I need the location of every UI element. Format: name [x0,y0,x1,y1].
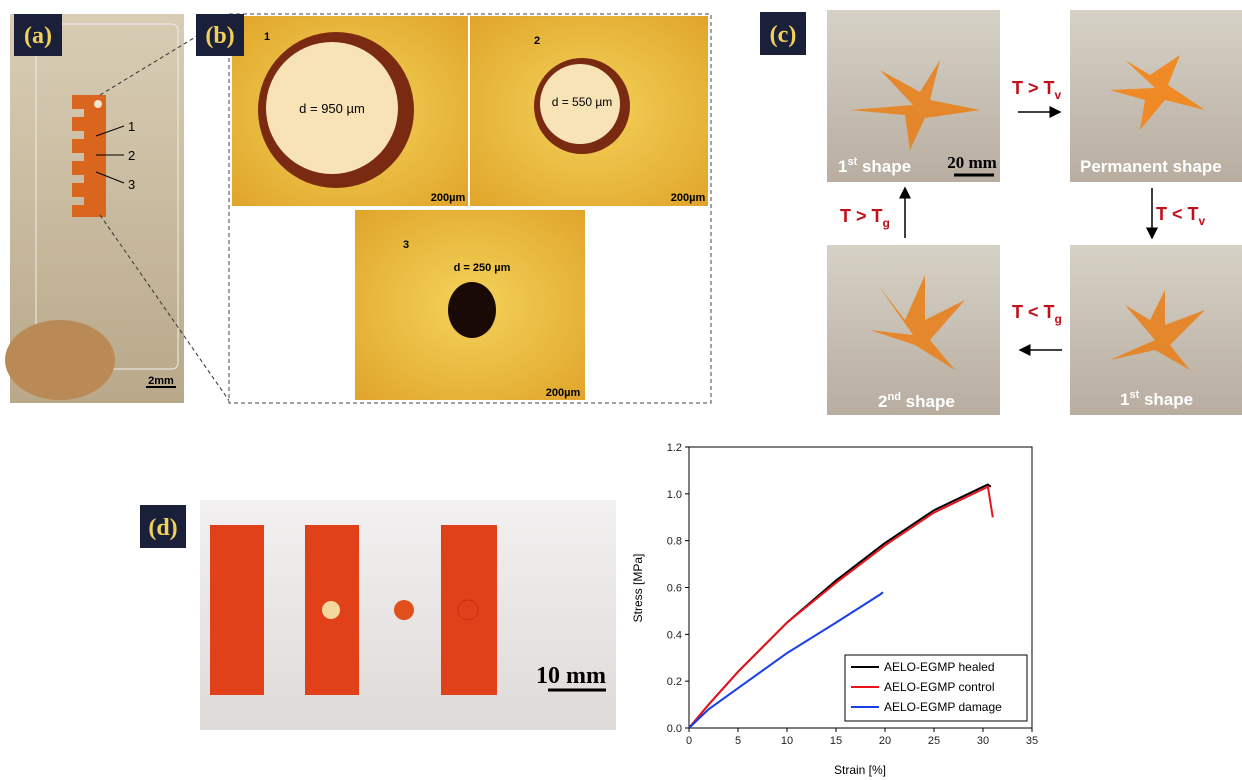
x-tick-label: 25 [928,735,940,747]
shape-label: Permanent shape [1080,157,1222,176]
y-tick-label: 0.8 [667,536,682,548]
y-tick-label: 0.0 [667,723,682,735]
scale-bar-label: 10 mm [536,663,606,689]
y-axis-label: Stress [MPa] [631,554,645,623]
transition: T < Tv [1156,204,1206,228]
annotation: 1 [128,119,135,134]
x-tick-label: 15 [830,735,842,747]
scale-bar-label: 200µm [431,192,466,204]
sample [441,525,497,695]
sample [210,525,264,695]
transition: T < Tg [1012,302,1062,326]
scale-bar-label: 2mm [148,375,174,387]
x-tick-label: 20 [879,735,891,747]
stress-strain-chart: Strain [%] Stress [MPa] 0 5 10 15 20 25 30 35 0.… [631,442,1038,777]
x-tick-label: 5 [735,735,741,747]
image-number: 2 [534,35,540,47]
y-tick-label: 1.2 [667,442,682,454]
finger [5,320,115,400]
x-tick-label: 10 [781,735,793,747]
panel-d: 10 mm (d) [140,500,616,730]
hole [94,100,102,108]
panel-label: (c) [770,22,797,48]
legend-label: AELO-EGMP control [884,680,994,694]
transition: T > Tv [1012,78,1062,102]
scale-bar-label: 20 mm [947,153,997,172]
hole [448,282,496,338]
panel-b: 1 d = 950 µm 200µm 2 d = 550 µm 200µm 3 … [196,14,711,403]
panel-c: 1st shape 20 mm Permanent shape 2nd shap… [760,10,1242,415]
y-tick-label: 0.6 [667,583,682,595]
x-tick-label: 35 [1026,735,1038,747]
panel-a: 1 2 3 2mm (a) [5,14,230,403]
y-tick-label: 0.4 [667,629,682,641]
annotation: 2 [128,148,135,163]
transition: T > Tg [840,206,890,230]
annotation: 3 [128,177,135,192]
x-tick-label: 30 [977,735,989,747]
diameter: d = 250 µm [454,262,511,274]
legend-label: AELO-EGMP healed [884,660,995,674]
legend-label: AELO-EGMP damage [884,700,1002,714]
panel-label: (d) [148,515,177,541]
hole [322,601,340,619]
x-tick-label: 0 [686,735,692,747]
panel-label: (b) [205,23,234,49]
figure: 1 2 3 2mm (a) 1 d = 950 µm 200µm 2 d = 5… [0,0,1242,780]
x-axis-label: Strain [%] [834,763,886,777]
y-tick-label: 1.0 [667,489,682,501]
plug [394,600,414,620]
diameter: d = 550 µm [552,95,613,109]
panel-label: (a) [24,23,52,49]
scale-bar-label: 200µm [671,192,706,204]
diameter: d = 950 µm [299,101,365,116]
y-tick-label: 0.2 [667,676,682,688]
image-number: 1 [264,31,270,43]
scale-bar-label: 200µm [546,387,581,399]
image-number: 3 [403,239,409,251]
